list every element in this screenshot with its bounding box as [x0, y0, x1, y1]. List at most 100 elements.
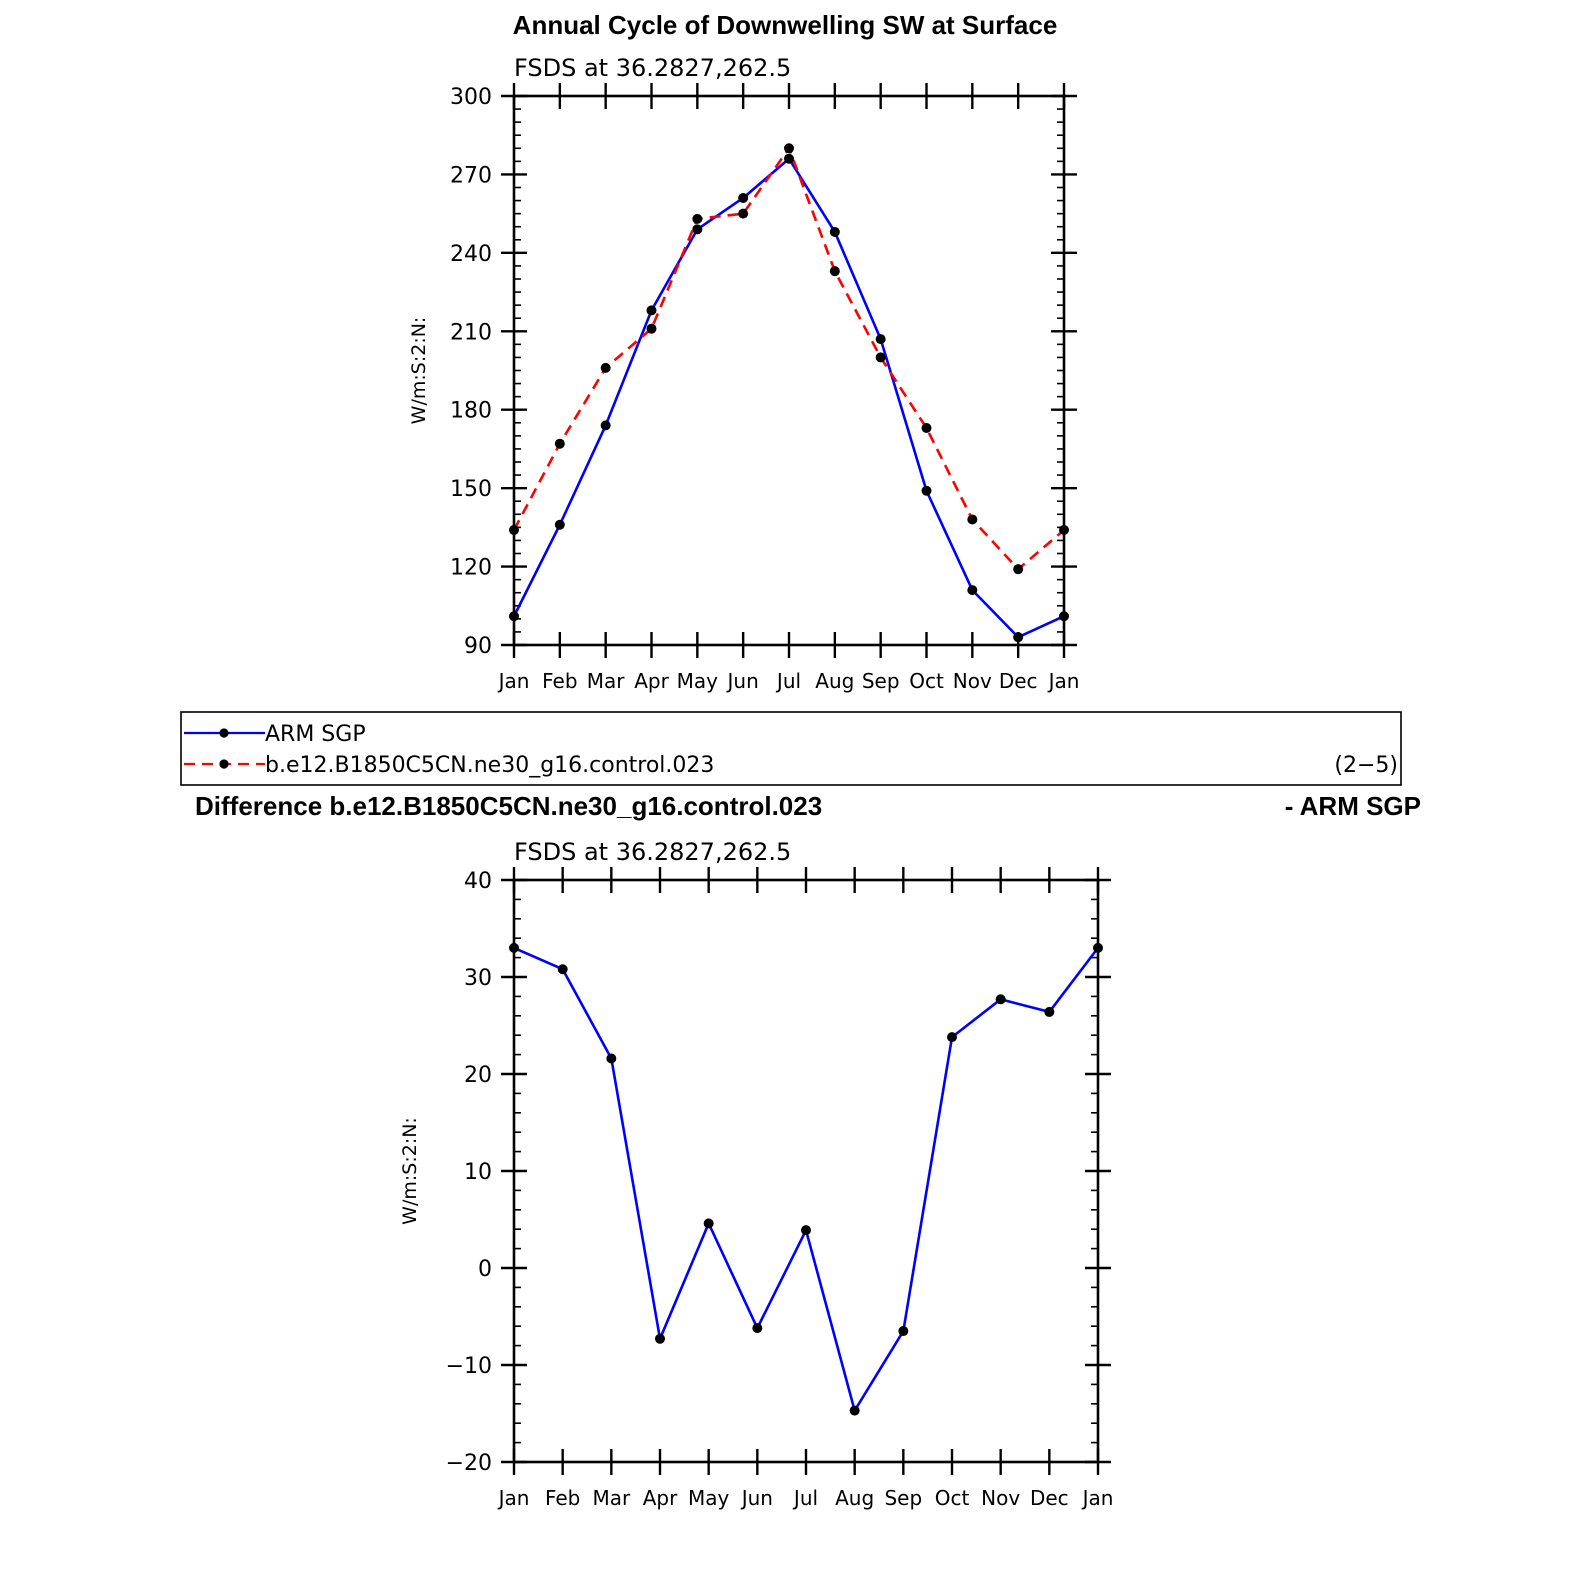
diff-y-axis-label: W/m:S:2:N:	[399, 1117, 421, 1225]
diff-subtitle: FSDS at 36.2827,262.5	[514, 838, 791, 866]
top-series-0-point	[646, 305, 657, 316]
diff-ytick-label: −10	[446, 1354, 492, 1379]
top-xtick-label: Oct	[909, 669, 944, 693]
top-series-1-point	[692, 213, 703, 224]
top-xtick-label: Sep	[862, 669, 900, 693]
top-series-0-point	[554, 519, 565, 530]
top-xtick-label: Aug	[815, 669, 854, 693]
top-series-0-point	[1013, 632, 1024, 643]
top-ytick-label: 300	[450, 85, 492, 110]
top-ytick-label: 180	[450, 399, 492, 424]
diff-xtick-label: Feb	[545, 1486, 580, 1510]
top-ytick-label: 240	[450, 242, 492, 267]
diff-plot-frame	[512, 878, 1100, 1464]
top-ytick-label: 120	[450, 556, 492, 581]
top-xtick-label: May	[677, 669, 719, 693]
top-series-1-point	[1059, 524, 1069, 535]
legend-label-model: b.e12.B1850C5CN.ne30_g16.control.023	[265, 753, 714, 778]
diff-ytick-label: 20	[464, 1063, 492, 1088]
top-xtick-label: Jul	[775, 669, 801, 693]
legend-marker-model	[219, 759, 229, 769]
diff-xtick-label: Apr	[643, 1486, 678, 1510]
diff-series-0-point	[606, 1053, 617, 1064]
top-y-axis-label: W/m:S:2:N:	[408, 317, 430, 425]
top-series-0-point	[738, 192, 749, 203]
top-plot-frame	[512, 94, 1066, 647]
top-series-1-point	[600, 362, 611, 373]
diff-ytick-label: 10	[464, 1160, 492, 1185]
diff-series-0-point	[801, 1225, 811, 1236]
top-xtick-label: Jan	[497, 669, 530, 693]
diff-xtick-label: Oct	[935, 1486, 970, 1510]
difference-title-right: - ARM SGP	[1285, 791, 1421, 821]
diff-xtick-label: May	[688, 1486, 730, 1510]
legend-label-arm-sgp: ARM SGP	[265, 722, 366, 747]
top-series-1-point	[921, 423, 932, 434]
diff-xtick-label: Dec	[1030, 1486, 1069, 1510]
top-xtick-label: Nov	[953, 669, 992, 693]
difference-chart: FSDS at 36.2827,262.5 W/m:S:2:N: −20 −10 0 10…	[399, 838, 1113, 1510]
difference-title-left: Difference b.e12.B1850C5CN.ne30_g16.cont…	[195, 791, 822, 821]
diff-series-0-point	[509, 942, 519, 953]
diff-series-line-0	[513, 946, 1100, 1412]
top-ytick-label: 270	[450, 163, 492, 188]
top-series-0-point	[829, 226, 840, 237]
diff-xtick-label: Aug	[835, 1486, 874, 1510]
top-series-line-0	[512, 157, 1065, 639]
top-series-1-point	[738, 208, 749, 219]
top-series-1-point	[967, 514, 978, 525]
top-ytick-label: 90	[464, 634, 492, 659]
top-series-0-point	[921, 485, 932, 496]
top-series-1-point	[784, 143, 794, 154]
diff-series-0-point	[557, 964, 568, 975]
diff-xtick-label: Jun	[740, 1486, 773, 1510]
top-series-1-point	[829, 266, 840, 277]
top-series-1-point	[646, 323, 657, 334]
diff-series-0-point	[1093, 942, 1103, 953]
diff-series-0-point	[703, 1218, 714, 1229]
diff-xtick-label: Sep	[884, 1486, 922, 1510]
legend-marker-arm-sgp	[219, 728, 229, 738]
diff-series-0-point	[655, 1333, 665, 1344]
top-xtick-label: Jun	[726, 669, 759, 693]
top-series-0-point	[600, 420, 611, 431]
diff-series-0-point	[947, 1032, 957, 1043]
top-series-0-point	[875, 334, 886, 345]
diff-series-0-point	[849, 1405, 860, 1416]
diff-ytick-label: 0	[478, 1257, 492, 1282]
top-chart-title: Annual Cycle of Downwelling SW at Surfac…	[513, 10, 1058, 40]
annual-cycle-chart: FSDS at 36.2827,262.5 W/m:S:2:N: 90 120 150 1…	[408, 54, 1079, 693]
top-series-0-point	[784, 153, 794, 164]
top-xtick-label: Feb	[542, 669, 577, 693]
diff-series-0-point	[752, 1323, 763, 1334]
top-series-1-point	[509, 524, 519, 535]
top-series-0-point	[967, 585, 978, 596]
top-subtitle: FSDS at 36.2827,262.5	[514, 54, 791, 82]
page-indicator: (2−5)	[1334, 753, 1398, 778]
top-series-0-point	[692, 224, 703, 235]
legend-box	[180, 711, 1402, 786]
top-xtick-label: Dec	[999, 669, 1038, 693]
top-series-0-point	[1059, 611, 1069, 622]
diff-ytick-label: 30	[464, 966, 492, 991]
top-series-1-point	[1013, 564, 1024, 575]
top-xtick-label: Jan	[1047, 669, 1080, 693]
top-series-0-point	[509, 611, 519, 622]
top-ytick-label: 210	[450, 320, 492, 345]
diff-xtick-label: Jan	[1081, 1486, 1114, 1510]
diff-xtick-label: Jul	[792, 1486, 818, 1510]
top-series-1-point	[554, 438, 565, 449]
diff-series-0-point	[995, 994, 1006, 1005]
diff-series-0-point	[1044, 1006, 1055, 1017]
top-series-1-point	[875, 352, 886, 363]
top-xtick-label: Apr	[634, 669, 669, 693]
diff-xtick-label: Nov	[981, 1486, 1020, 1510]
diff-ytick-label: 40	[464, 869, 492, 894]
legend: ARM SGP b.e12.B1850C5CN.ne30_g16.control…	[180, 711, 1402, 786]
diff-ytick-label: −20	[446, 1451, 492, 1476]
diff-xtick-label: Jan	[497, 1486, 530, 1510]
diff-series-0-point	[898, 1326, 909, 1337]
top-ytick-label: 150	[450, 477, 492, 502]
diff-xtick-label: Mar	[592, 1486, 631, 1510]
